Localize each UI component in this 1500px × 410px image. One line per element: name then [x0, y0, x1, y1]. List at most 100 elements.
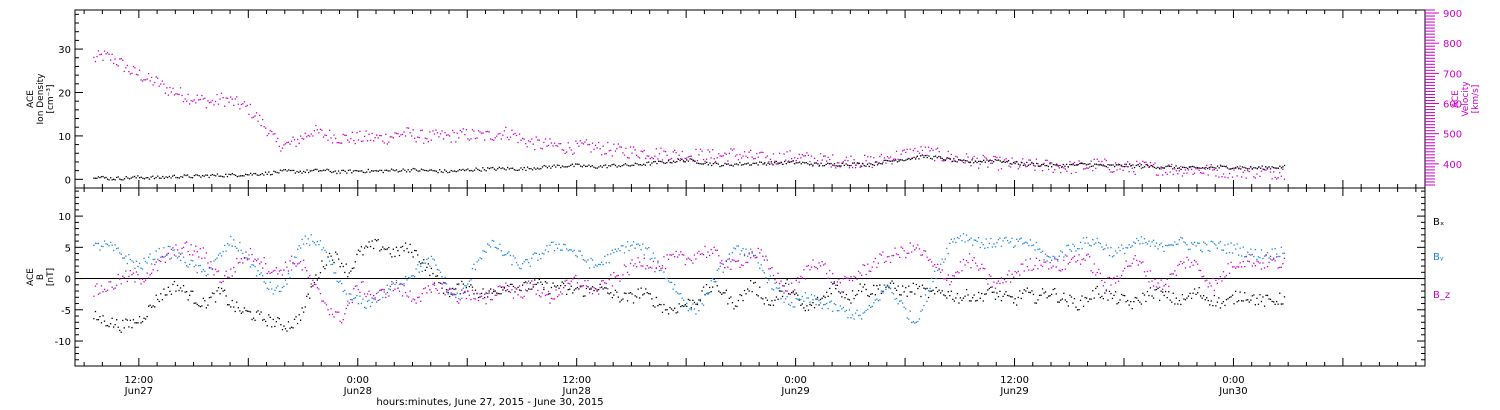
density-point — [664, 162, 666, 165]
velocity-point — [1041, 170, 1044, 172]
velocity-point — [321, 129, 323, 131]
density-point — [424, 169, 426, 172]
bx-point — [702, 286, 705, 288]
bx-point — [747, 288, 749, 290]
density-point — [936, 157, 938, 159]
bz-point — [1025, 259, 1027, 261]
velocity-point — [892, 158, 895, 160]
by-point — [417, 264, 419, 266]
bx-point — [891, 280, 893, 282]
velocity-point — [607, 141, 609, 144]
bz-point — [727, 266, 729, 268]
bx-point — [629, 292, 632, 294]
bz-point — [608, 279, 610, 281]
density-point — [102, 175, 104, 178]
by-point — [614, 248, 616, 250]
by-point — [1111, 256, 1114, 258]
bz-point — [747, 261, 749, 264]
bz-point — [534, 283, 536, 286]
density-point — [825, 163, 827, 166]
density-point — [165, 176, 167, 178]
bz-point — [141, 278, 144, 280]
by-point — [407, 276, 410, 279]
density-point — [536, 167, 539, 169]
bx-point — [861, 290, 863, 293]
density-point — [1268, 166, 1270, 168]
by-point — [281, 286, 284, 289]
density-point — [259, 173, 262, 176]
by-point — [844, 310, 846, 313]
bz-point — [1239, 262, 1241, 264]
bz-point — [430, 291, 432, 293]
bx-point — [1081, 295, 1083, 297]
bx-point — [251, 318, 253, 321]
bz-point — [642, 265, 644, 267]
velocity-point — [132, 65, 135, 68]
bz-point — [435, 288, 437, 290]
by-point — [476, 261, 478, 263]
bz-point — [1022, 263, 1024, 265]
bz-point — [1154, 278, 1156, 281]
by-point — [529, 265, 531, 267]
by-point — [932, 280, 934, 283]
by-point — [1143, 238, 1146, 240]
density-point — [702, 163, 704, 165]
bz-point — [383, 289, 385, 291]
bz-point — [216, 271, 218, 273]
velocity-point — [894, 158, 896, 160]
density-point — [875, 161, 877, 163]
density-point — [1052, 163, 1054, 166]
velocity-point — [599, 148, 601, 150]
bx-point — [1166, 297, 1168, 299]
density-point — [925, 154, 927, 157]
velocity-point — [464, 134, 466, 136]
density-point — [1129, 163, 1131, 165]
velocity-point — [210, 101, 212, 103]
density-point — [926, 156, 928, 159]
by-point — [135, 260, 138, 262]
density-point — [1226, 167, 1229, 169]
density-point — [910, 158, 912, 161]
bz-point — [639, 261, 641, 263]
bz-point — [826, 272, 828, 275]
bz-point — [123, 277, 125, 279]
bx-point — [1046, 297, 1048, 299]
by-point — [509, 254, 512, 257]
bz-point — [643, 257, 645, 259]
density-point — [1260, 167, 1262, 169]
bz-point — [394, 288, 396, 290]
velocity-point — [1073, 161, 1076, 164]
by-point — [1242, 246, 1244, 248]
by-point — [620, 245, 623, 247]
by-point — [1215, 244, 1217, 246]
density-point — [588, 164, 590, 166]
bz-point — [102, 291, 104, 293]
bx-point — [441, 287, 443, 289]
bz-point — [1257, 261, 1260, 263]
bz-point — [324, 302, 326, 304]
by-point — [909, 310, 911, 312]
bz-point — [946, 279, 948, 281]
density-point — [450, 169, 452, 172]
bx-point — [587, 286, 589, 288]
density-point — [1276, 167, 1278, 169]
bz-point — [523, 295, 525, 297]
bx-point — [728, 297, 730, 299]
bz-point — [395, 282, 398, 284]
bx-point — [604, 287, 606, 289]
by-point — [654, 257, 656, 259]
by-point — [924, 294, 927, 296]
velocity-point — [701, 150, 703, 152]
bz-point — [438, 292, 440, 294]
velocity-point — [110, 59, 112, 61]
bx-point — [236, 301, 238, 303]
by-point — [254, 266, 256, 268]
by-point — [847, 317, 849, 319]
bx-point — [639, 297, 641, 299]
bz-point — [298, 262, 300, 264]
bz-point — [895, 253, 898, 255]
velocity-point — [435, 129, 437, 131]
bx-point — [246, 310, 249, 312]
velocity-point — [164, 92, 166, 94]
by-point — [664, 278, 667, 280]
